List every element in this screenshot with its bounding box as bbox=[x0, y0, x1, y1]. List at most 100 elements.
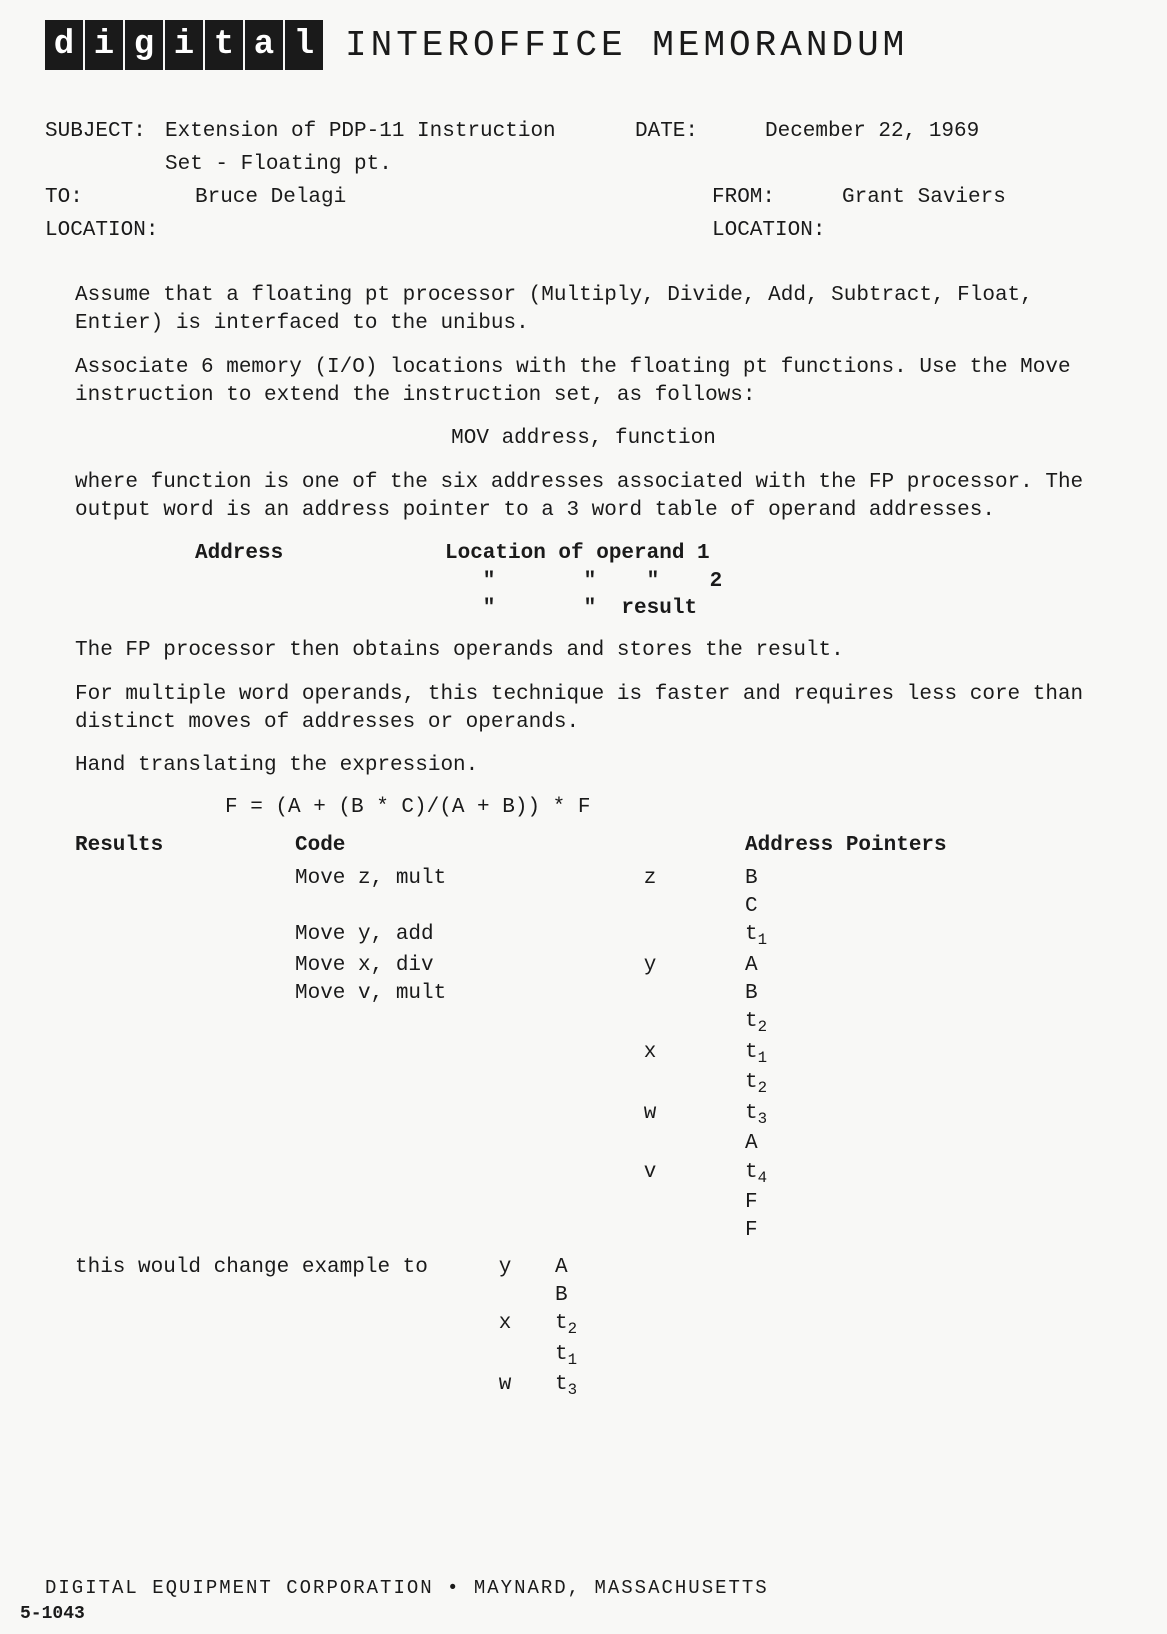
location-label-right: LOCATION: bbox=[712, 219, 842, 242]
arg-cell bbox=[555, 980, 745, 1008]
pointer-cell: F bbox=[745, 1217, 1122, 1245]
results-header: Results bbox=[75, 834, 295, 857]
table-row: Move v, mult B bbox=[75, 980, 1122, 1008]
arg-cell: w bbox=[455, 1371, 555, 1401]
arg-cell bbox=[555, 1008, 745, 1038]
subject-value: Extension of PDP-11 Instruction bbox=[165, 120, 635, 143]
subject-line2: Set - Floating pt. bbox=[45, 153, 1122, 176]
table-row: Move y, add t1 bbox=[75, 921, 1122, 951]
logo-letter: d bbox=[45, 20, 83, 70]
to-label: TO: bbox=[45, 186, 165, 209]
logo-letter: g bbox=[125, 20, 163, 70]
code-cell bbox=[295, 1159, 555, 1189]
code-cell bbox=[295, 1189, 555, 1217]
pointer-cell: t1 bbox=[555, 1341, 1122, 1371]
date-label: DATE: bbox=[635, 120, 765, 143]
location-label-left: LOCATION: bbox=[45, 219, 165, 242]
table-row: t2 bbox=[75, 1069, 1122, 1099]
pointer-cell: B bbox=[745, 865, 1122, 893]
paragraph-1: Assume that a floating pt processor (Mul… bbox=[75, 282, 1122, 339]
change-row: this would change example to y A bbox=[75, 1254, 1122, 1282]
table-row: " " " 2 bbox=[195, 568, 1122, 595]
paragraph-6: Hand translating the expression. bbox=[75, 752, 1122, 780]
table-row: wt3 bbox=[75, 1371, 1122, 1401]
pointer-cell: t3 bbox=[555, 1371, 1122, 1401]
logo-letter: a bbox=[245, 20, 283, 70]
subject-value-line2: Set - Floating pt. bbox=[165, 153, 1122, 176]
code-cell bbox=[295, 1130, 555, 1158]
expression: F = (A + (B * C)/(A + B)) * F bbox=[225, 796, 1122, 819]
arg-cell bbox=[555, 1217, 745, 1245]
document-header: d i g i t a l INTEROFFICE MEMORANDUM bbox=[45, 20, 1122, 70]
table-row: wt3 bbox=[75, 1100, 1122, 1130]
location-row: LOCATION: LOCATION: bbox=[45, 219, 1122, 242]
pointer-cell: t4 bbox=[745, 1159, 1122, 1189]
arg-cell: y bbox=[555, 952, 745, 980]
paragraph-2: Associate 6 memory (I/O) locations with … bbox=[75, 354, 1122, 411]
code-cell: Move y, add bbox=[295, 921, 555, 951]
arg-cell bbox=[555, 1069, 745, 1099]
pointer-cell: t1 bbox=[745, 921, 1122, 951]
arg-cell: z bbox=[555, 865, 745, 893]
table-row: vt4 bbox=[75, 1159, 1122, 1189]
pointer-cell: B bbox=[745, 980, 1122, 1008]
paragraph-5: For multiple word operands, this techniq… bbox=[75, 681, 1122, 738]
code-cell: y bbox=[455, 1254, 555, 1282]
pointer-cell: t3 bbox=[745, 1100, 1122, 1130]
date-value: December 22, 1969 bbox=[765, 120, 1045, 143]
table-row: t1 bbox=[75, 1341, 1122, 1371]
mov-instruction: MOV address, function bbox=[45, 425, 1122, 453]
code-cell bbox=[295, 1100, 555, 1130]
results-rows: Move z, multzBCMove y, addt1Move x, divy… bbox=[45, 865, 1122, 1246]
table-row: A bbox=[75, 1130, 1122, 1158]
arg-cell: w bbox=[555, 1100, 745, 1130]
code-header: Code bbox=[295, 834, 555, 857]
digital-logo: d i g i t a l bbox=[45, 20, 325, 70]
footer-text: DIGITAL EQUIPMENT CORPORATION • MAYNARD,… bbox=[45, 1577, 1122, 1599]
from-value: Grant Saviers bbox=[842, 186, 1122, 209]
results-header-row: Results Code Address Pointers bbox=[75, 834, 1122, 857]
pointer-cell: A bbox=[745, 952, 1122, 980]
logo-letter: t bbox=[205, 20, 243, 70]
pointer-cell: t2 bbox=[555, 1310, 1122, 1340]
address-table: Address Location of operand 1 " " " 2 " … bbox=[195, 540, 1122, 622]
address-cell: " " " 2 bbox=[445, 568, 722, 595]
address-header: Address bbox=[195, 540, 445, 567]
pointers-header: Address Pointers bbox=[745, 834, 1122, 857]
to-from-row: TO: Bruce Delagi FROM: Grant Saviers bbox=[45, 186, 1122, 209]
table-row: Address Location of operand 1 bbox=[195, 540, 1122, 567]
subject-label: SUBJECT: bbox=[45, 120, 165, 143]
code-cell: Move x, div bbox=[295, 952, 555, 980]
to-value: Bruce Delagi bbox=[165, 186, 712, 209]
address-cell: " " result bbox=[445, 595, 697, 622]
code-cell bbox=[295, 1039, 555, 1069]
code-cell: Move z, mult bbox=[295, 865, 555, 893]
change-text: this would change example to bbox=[75, 1254, 455, 1282]
arg-cell bbox=[555, 893, 745, 921]
paragraph-3: where function is one of the six address… bbox=[75, 469, 1122, 526]
code-cell: Move v, mult bbox=[295, 980, 555, 1008]
pointer-cell: A bbox=[555, 1254, 1122, 1282]
code-cell bbox=[295, 893, 555, 921]
pointer-cell: A bbox=[745, 1130, 1122, 1158]
from-label: FROM: bbox=[712, 186, 842, 209]
logo-letter: i bbox=[85, 20, 123, 70]
location-value-left bbox=[165, 219, 712, 242]
header-title: INTEROFFICE MEMORANDUM bbox=[345, 25, 908, 66]
table-row: " " result bbox=[195, 595, 1122, 622]
table-row: Move x, divyA bbox=[75, 952, 1122, 980]
change-rows: Bxt2t1wt3 bbox=[45, 1282, 1122, 1402]
table-row: F bbox=[75, 1189, 1122, 1217]
table-row: B bbox=[75, 1282, 1122, 1310]
table-row: xt1 bbox=[75, 1039, 1122, 1069]
pointer-cell: t2 bbox=[745, 1069, 1122, 1099]
pointer-cell: B bbox=[555, 1282, 1122, 1310]
arg-cell: x bbox=[455, 1310, 555, 1340]
logo-letter: i bbox=[165, 20, 203, 70]
logo-letter: l bbox=[285, 20, 323, 70]
code-cell bbox=[295, 1069, 555, 1099]
subject-date-row: SUBJECT: Extension of PDP-11 Instruction… bbox=[45, 120, 1122, 143]
arg-cell bbox=[555, 1130, 745, 1158]
arg-cell: x bbox=[555, 1039, 745, 1069]
location-value-right bbox=[842, 219, 1122, 242]
